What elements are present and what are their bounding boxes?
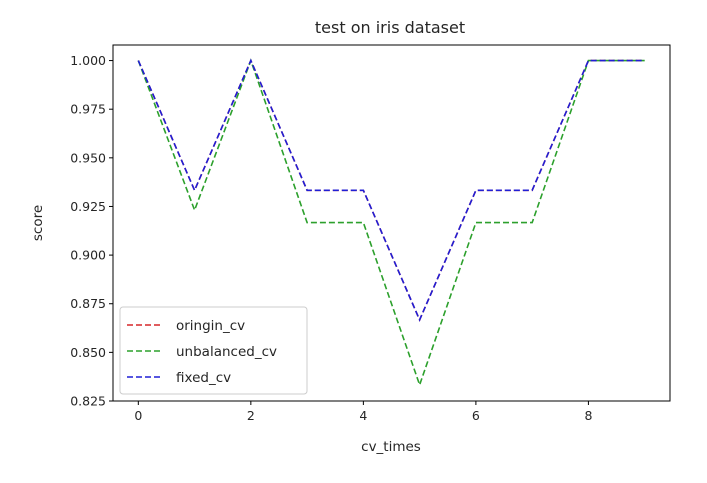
legend-label-fixed-cv: fixed_cv <box>176 370 231 386</box>
chart-title: test on iris dataset <box>315 18 465 37</box>
y-tick-label: 0.825 <box>70 394 106 409</box>
y-tick-label: 0.875 <box>70 296 106 311</box>
x-axis: 0 2 4 6 8 <box>134 401 592 423</box>
plot-area <box>137 58 645 388</box>
x-tick-label: 6 <box>472 408 480 423</box>
x-tick-label: 8 <box>584 408 592 423</box>
x-tick-label: 2 <box>247 408 255 423</box>
y-tick-label: 0.900 <box>70 248 106 263</box>
series-line-fixed-cv <box>137 58 645 322</box>
legend-box <box>119 306 308 395</box>
y-tick-label: 0.950 <box>70 150 106 165</box>
legend: oringin_cv unbalanced_cv fixed_cv <box>119 306 308 395</box>
legend-label-unbalanced-cv: unbalanced_cv <box>176 344 277 360</box>
plot-frame <box>112 44 671 402</box>
x-tick-label: 0 <box>134 408 142 423</box>
series-line-unbalanced-cv <box>137 58 645 388</box>
x-axis-label: cv_times <box>361 439 421 455</box>
y-tick-label: 0.975 <box>70 102 106 117</box>
y-axis: 0.825 0.850 0.875 0.900 0.925 0.950 0.975 1.000 <box>70 53 113 409</box>
x-tick-label: 4 <box>359 408 367 423</box>
y-axis-label: score <box>30 205 46 241</box>
y-tick-label: 0.850 <box>70 345 106 360</box>
legend-label-oringin-cv: oringin_cv <box>176 318 245 334</box>
y-tick-label: 1.000 <box>70 53 106 68</box>
series-line-oringin-cv <box>137 58 645 322</box>
y-tick-label: 0.925 <box>70 199 106 214</box>
